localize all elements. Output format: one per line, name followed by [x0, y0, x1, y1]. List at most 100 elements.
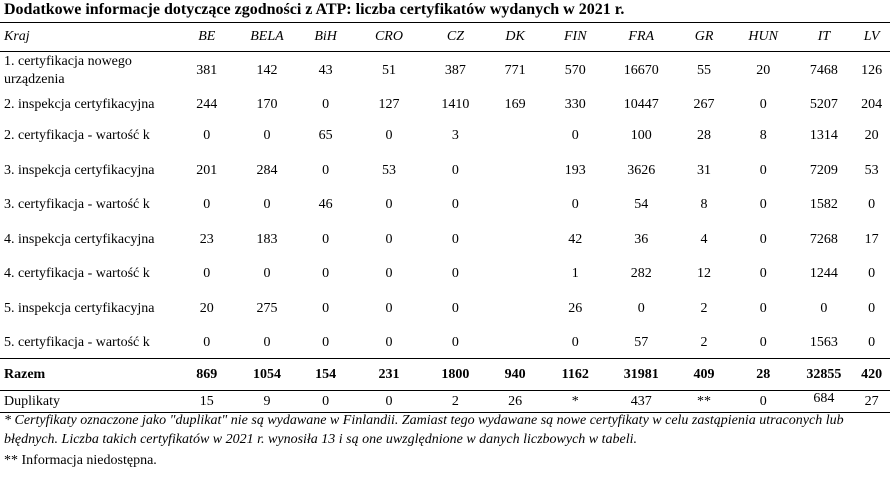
table-cell: 0	[322, 231, 330, 247]
table-cell: 387	[444, 62, 466, 78]
table-cell: 684	[813, 391, 835, 406]
table-cell	[486, 328, 545, 359]
table-cell: 7468	[809, 62, 838, 78]
table-cell: 0	[759, 197, 767, 212]
table-cell: 1244	[809, 266, 838, 281]
table-header: Kraj BE BELA BiH CRO CZ DK FIN FRA GR HU…	[0, 22, 890, 52]
table-body: 1. certyfikacja nowego urządzenia 381 14…	[0, 52, 890, 413]
table-cell: 771	[504, 62, 526, 78]
table-cell: 9	[263, 393, 271, 409]
table-cell: 2	[700, 334, 708, 350]
table-cell: 0	[203, 334, 211, 350]
table-cell: 0	[868, 334, 876, 350]
table-cell: 940	[504, 366, 526, 382]
table-cell: 231	[378, 366, 400, 382]
table-cell: 23	[199, 231, 214, 247]
table-cell: 28	[697, 128, 712, 143]
row-label: 2. certyfikacja - wartość k	[4, 128, 150, 143]
table-cell: 100	[630, 128, 652, 143]
table-cell: 0	[385, 300, 393, 316]
table-cell: 275	[256, 300, 278, 316]
table-cell: 15	[199, 393, 214, 409]
table-cell: 0	[263, 334, 271, 350]
table-cell: 244	[196, 97, 218, 112]
table-cell: 27	[864, 393, 879, 409]
table-row: 5. certyfikacja - wartość k 0 0 0 0 0 0 …	[0, 328, 890, 359]
column-header: HUN	[748, 29, 778, 44]
table-cell	[486, 121, 545, 152]
table-cell: 0	[322, 393, 330, 409]
table-cell: 1563	[809, 334, 838, 350]
table-row: 3. certyfikacja - wartość k 0 0 46 0 0 0…	[0, 190, 890, 221]
table-cell: 0	[263, 266, 271, 281]
table-cell: 32855	[806, 366, 842, 382]
table-cell: 0	[759, 266, 767, 281]
table-row: 4. inspekcja certyfikacyjna 23 183 0 0 0…	[0, 221, 890, 259]
row-label: Duplikaty	[4, 393, 60, 409]
table-cell: 126	[861, 62, 883, 78]
footnote-finland: * Certyfikaty oznaczone jako "duplikat" …	[4, 413, 844, 447]
row-label: 3. inspekcja certyfikacyjna	[4, 162, 155, 178]
table-cell: 0	[820, 300, 828, 316]
table-cell: 8	[700, 197, 708, 212]
table-cell: 53	[381, 162, 396, 178]
row-label: 4. certyfikacja - wartość k	[4, 266, 150, 281]
column-header: CRO	[374, 29, 403, 44]
table-cell	[486, 152, 545, 190]
table-cell: 267	[693, 97, 715, 112]
table-cell: 0	[571, 128, 579, 143]
table-cell: 3	[451, 128, 459, 143]
table-cell: 170	[256, 97, 278, 112]
table-cell: 869	[196, 366, 218, 382]
table-cell: 0	[759, 334, 767, 350]
footnote-not-available: ** Informacja niedostępna.	[4, 453, 157, 468]
table-cell: 10447	[623, 97, 659, 112]
table-cell: 7268	[809, 231, 838, 247]
row-label: 5. certyfikacja - wartość k	[4, 334, 150, 350]
table-row: 2. inspekcja certyfikacyjna 244 170 0 12…	[0, 90, 890, 121]
table-cell: 154	[315, 366, 337, 382]
table-cell: 0	[868, 300, 876, 316]
table-cell: 0	[385, 197, 393, 212]
duplicates-row: Duplikaty 15 9 0 0 2 26 * 437 ** 0 684 2…	[0, 391, 890, 413]
table-cell: 437	[630, 393, 652, 409]
table-cell: 57	[634, 334, 649, 350]
table-cell: 0	[868, 197, 876, 212]
table-cell: 17	[864, 231, 879, 247]
table-cell: 0	[451, 266, 459, 281]
table-cell: 51	[381, 62, 396, 78]
table-cell: 54	[634, 197, 649, 212]
table-cell: 20	[864, 128, 879, 143]
table-cell: 55	[697, 62, 712, 78]
table-cell: 0	[203, 128, 211, 143]
table-cell: 1800	[441, 366, 470, 382]
table-cell: 0	[203, 197, 211, 212]
table-cell: 20	[756, 62, 771, 78]
table-cell: 0	[451, 300, 459, 316]
table-cell: 0	[385, 231, 393, 247]
table-cell: 0	[759, 97, 767, 112]
table-cell: 31	[697, 162, 712, 178]
column-header: DK	[505, 29, 525, 44]
table-cell: 1582	[809, 197, 838, 212]
table-cell	[486, 259, 545, 290]
table-cell: 28	[756, 366, 771, 382]
table-cell: 0	[263, 197, 271, 212]
table-row: 4. certyfikacja - wartość k 0 0 0 0 0 1 …	[0, 259, 890, 290]
table-cell: 0	[759, 162, 767, 178]
column-header: Kraj	[4, 29, 30, 44]
table-cell: 409	[693, 366, 715, 382]
column-header: BE	[198, 29, 216, 44]
document-title: Dodatkowe informacje dotyczące zgodności…	[4, 1, 625, 18]
table-cell: 36	[634, 231, 649, 247]
table-cell: 0	[571, 197, 579, 212]
table-cell: 193	[564, 162, 586, 178]
table-cell: 7209	[809, 162, 838, 178]
table-cell: 0	[637, 300, 645, 316]
column-header: FRA	[628, 29, 655, 44]
table-cell: 1	[571, 266, 579, 281]
row-label: 2. inspekcja certyfikacyjna	[4, 97, 155, 112]
table-cell: 169	[504, 97, 526, 112]
table-cell: 31981	[623, 366, 659, 382]
